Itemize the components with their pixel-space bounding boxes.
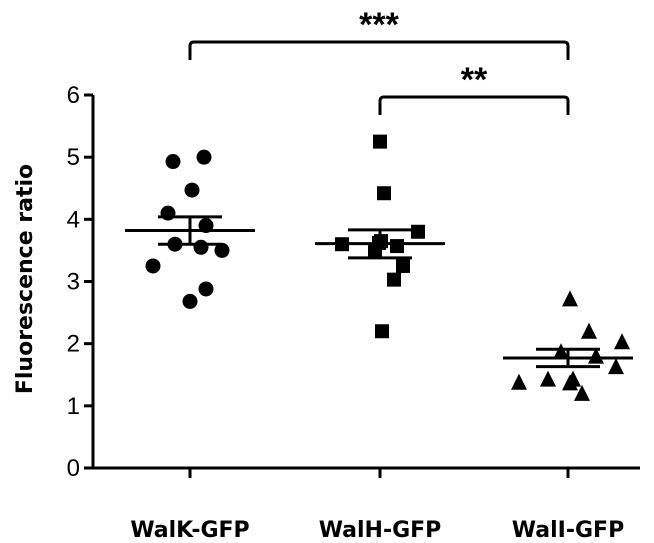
data-point-triangle: [553, 343, 569, 360]
y-tick-label: 5: [67, 144, 80, 171]
data-point-circle: [160, 205, 176, 221]
data-point-triangle: [588, 347, 604, 364]
data-point-square: [375, 324, 389, 339]
y-tick-label: 4: [67, 206, 80, 233]
data-point-triangle: [581, 322, 597, 339]
data-point-triangle: [574, 384, 590, 401]
significance-label: ***: [359, 6, 399, 44]
data-point-square: [411, 224, 425, 239]
data-point-circle: [198, 281, 214, 297]
data-point-circle: [182, 293, 198, 309]
x-axis: WalK-GFP WalH-GFP WalI-GFP: [91, 466, 640, 543]
significance-bracket: [188, 40, 570, 60]
significance-label: **: [461, 61, 488, 99]
data-point-square: [377, 186, 391, 201]
y-tick-label: 1: [67, 393, 80, 420]
y-axis: 0 1 2 3 4 5 6: [67, 82, 95, 482]
data-points: [145, 134, 630, 401]
data-point-triangle: [614, 333, 630, 350]
data-point-circle: [165, 154, 181, 170]
y-tick-label: 6: [67, 82, 80, 109]
data-point-triangle: [562, 290, 578, 307]
y-tick-label: 2: [67, 331, 80, 358]
y-axis-title: Fluorescence ratio: [13, 164, 38, 394]
data-point-triangle: [540, 370, 556, 387]
mean-sem-bars: [125, 215, 633, 369]
data-point-square: [373, 134, 387, 149]
data-point-circle: [145, 258, 161, 274]
y-tick-label: 0: [67, 455, 80, 482]
data-point-circle: [214, 242, 230, 258]
data-point-square: [390, 239, 404, 254]
x-category-label: WalH-GFP: [319, 518, 442, 543]
data-point-circle: [184, 182, 200, 198]
data-point-circle: [193, 239, 209, 255]
data-point-triangle: [511, 373, 527, 390]
data-point-circle: [196, 149, 212, 165]
significance-bracket: [378, 95, 570, 115]
data-point-square: [396, 258, 410, 273]
y-tick-label: 3: [67, 269, 80, 296]
x-category-label: WalI-GFP: [512, 518, 624, 543]
x-category-label: WalK-GFP: [130, 518, 249, 543]
data-point-triangle: [562, 374, 578, 391]
data-point-square: [387, 272, 401, 287]
significance-brackets: *****: [188, 6, 570, 115]
data-point-triangle: [608, 358, 624, 375]
